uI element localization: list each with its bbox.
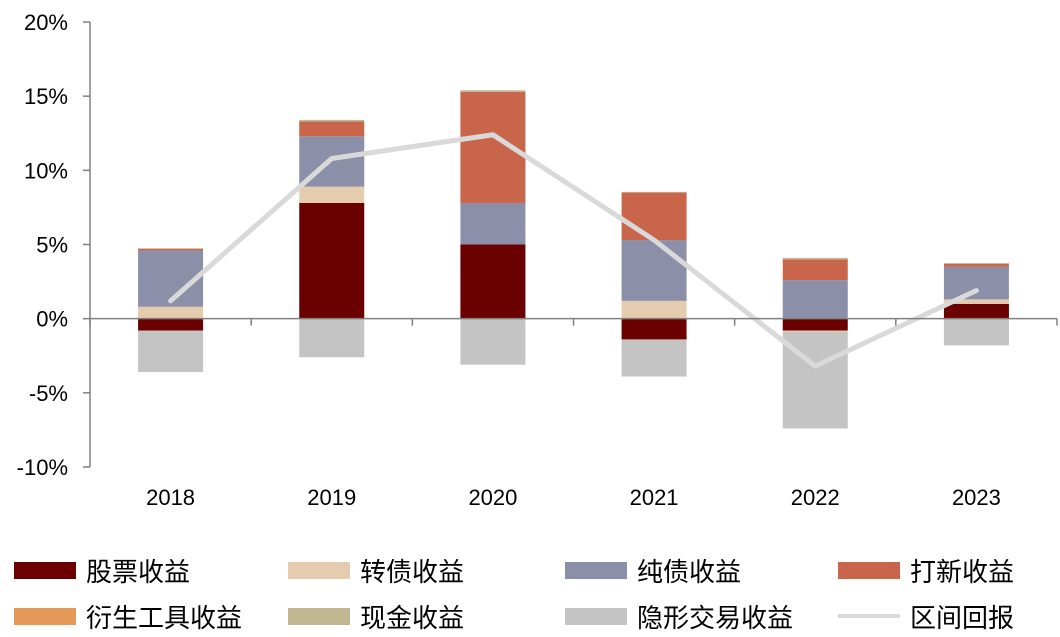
x-tick-label: 2021 <box>630 485 679 510</box>
bar-stock-2019 <box>299 202 365 319</box>
legend-swatch-hidden-trading <box>565 607 627 625</box>
x-tick-label: 2023 <box>952 485 1001 510</box>
legend-label-period-return: 区间回报 <box>910 603 1015 634</box>
line-layer <box>168 132 979 369</box>
legend-item-convertible: 转债收益 <box>288 555 464 588</box>
bar-convertible-2022 <box>782 330 848 333</box>
bar-convertible-2023 <box>943 299 1009 304</box>
bar-ipo-2021 <box>621 192 687 241</box>
bar-convertible-2021 <box>621 300 687 319</box>
y-tick-label: 10% <box>24 158 68 183</box>
legend-item-ipo: 打新收益 <box>838 555 1014 588</box>
legend-swatch-stock <box>14 561 76 579</box>
legend-label-cash: 现金收益 <box>360 603 465 634</box>
legend-item-stock: 股票收益 <box>14 555 190 588</box>
bar-hidden-trading-2020 <box>460 318 526 365</box>
bar-cash-2019 <box>299 119 365 122</box>
bar-hidden-trading-2018 <box>138 330 204 373</box>
bar-cash-2018 <box>138 248 204 249</box>
stacked-bar-chart: 20% 15% 10% 5% 0% -5% -10% 2018 2019 2020 2021 2022… <box>17 10 1058 510</box>
bar-pure-bond-2021 <box>621 240 687 301</box>
legend-swatch-cash <box>288 607 350 625</box>
legend-swatch-pure-bond <box>565 561 627 579</box>
legend-item-period-return: 区间回报 <box>838 601 1014 634</box>
x-tick-label: 2018 <box>146 485 195 510</box>
legend-label-ipo: 打新收益 <box>910 557 1015 588</box>
y-tick-label: 15% <box>24 84 68 109</box>
bar-hidden-trading-2019 <box>299 318 365 358</box>
bar-cash-2022 <box>782 257 848 260</box>
bar-hidden-trading-2021 <box>621 339 687 377</box>
bar-pure-bond-2023 <box>943 266 1009 300</box>
y-tick-label: 20% <box>24 10 68 35</box>
bars-layer <box>138 90 1009 429</box>
x-tick-label: 2020 <box>468 485 517 510</box>
bar-stock-2023 <box>943 303 1009 319</box>
bar-stock-2020 <box>460 244 526 319</box>
bar-pure-bond-2020 <box>460 202 526 245</box>
bar-hidden-trading-2023 <box>943 318 1009 346</box>
bar-cash-2023 <box>943 263 1009 264</box>
bar-stock-2021 <box>621 318 687 340</box>
legend: 股票收益 转债收益 纯债收益 打新收益 衍生工具收益 现金收益 隐形交易收益 区… <box>0 548 1060 637</box>
legend-swatch-period-return <box>838 614 900 618</box>
legend-item-pure-bond: 纯债收益 <box>565 555 741 588</box>
tick-labels-layer: 20% 15% 10% 5% 0% -5% -10% 2018 2019 2020 2021 2022… <box>17 10 1001 510</box>
bar-cash-2021 <box>621 191 687 193</box>
bar-ipo-2022 <box>782 259 848 281</box>
x-tick-label: 2022 <box>791 485 840 510</box>
legend-label-convertible: 转债收益 <box>360 557 465 588</box>
legend-label-derivatives: 衍生工具收益 <box>86 603 243 634</box>
y-tick-label: -5% <box>29 381 68 406</box>
bar-stock-2018 <box>138 318 204 331</box>
bar-ipo-2019 <box>299 121 365 137</box>
legend-label-stock: 股票收益 <box>86 557 191 588</box>
bar-ipo-2018 <box>138 248 204 251</box>
x-tick-label: 2019 <box>307 485 356 510</box>
legend-swatch-ipo <box>838 561 900 579</box>
legend-item-hidden-trading: 隐形交易收益 <box>565 601 793 634</box>
bar-cash-2020 <box>460 90 526 92</box>
axes-layer <box>83 21 1058 468</box>
y-tick-label: -10% <box>17 455 68 480</box>
y-tick-label: 0% <box>36 307 68 332</box>
legend-swatch-convertible <box>288 561 350 579</box>
bar-convertible-2019 <box>299 186 365 203</box>
line-period-return <box>168 132 979 369</box>
legend-item-derivatives: 衍生工具收益 <box>14 601 242 634</box>
y-tick-label: 5% <box>36 233 68 258</box>
legend-swatch-derivatives <box>14 607 76 625</box>
legend-label-hidden-trading: 隐形交易收益 <box>637 603 794 634</box>
bar-ipo-2023 <box>943 263 1009 267</box>
legend-label-pure-bond: 纯债收益 <box>637 557 742 588</box>
bar-stock-2022 <box>782 318 848 331</box>
legend-item-cash: 现金收益 <box>288 601 464 634</box>
bar-convertible-2018 <box>138 306 204 319</box>
bar-pure-bond-2022 <box>782 280 848 319</box>
